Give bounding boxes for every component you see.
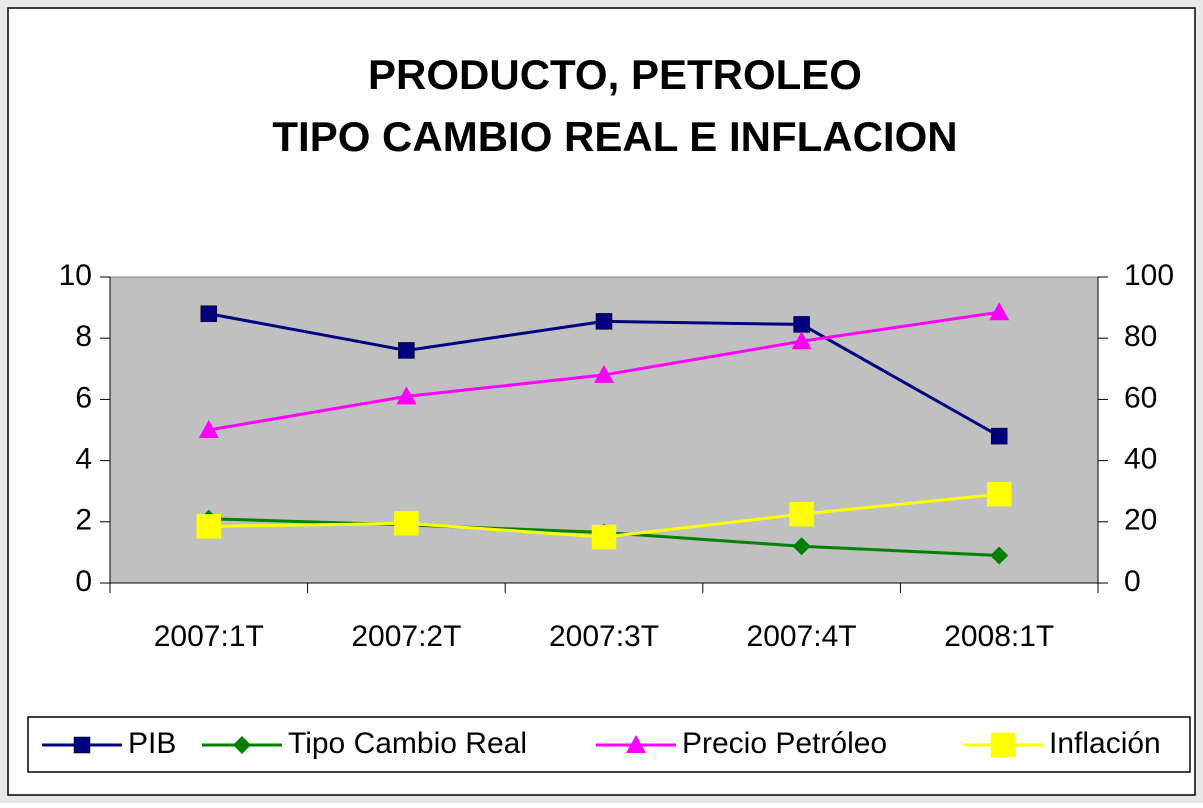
legend-marker: [626, 735, 646, 753]
x-tick-label: 2007:3T: [549, 620, 659, 653]
point-marker: [594, 364, 614, 383]
y-tick-label: 0: [75, 565, 92, 598]
y-tick-label: 10: [59, 259, 92, 292]
point-marker: [396, 386, 417, 405]
point-marker: [789, 501, 814, 527]
legend-label: Inflación: [1049, 727, 1161, 760]
point-marker: [793, 316, 810, 333]
y-tick-label: 4: [75, 443, 92, 476]
x-tick-label: 2007:2T: [351, 620, 461, 653]
y-tick-label: 6: [75, 381, 92, 414]
y2-tick-label: 100: [1124, 259, 1174, 292]
y-tick-label: 2: [75, 504, 92, 537]
legend-label: PIB: [128, 727, 176, 760]
chart-title: TIPO CAMBIO REAL E INFLACION: [272, 113, 957, 160]
legend-label: Precio Petróleo: [682, 727, 887, 760]
x-tick-label: 2007:4T: [747, 620, 857, 653]
point-marker: [591, 524, 617, 550]
point-marker: [986, 482, 1012, 507]
point-marker: [198, 420, 219, 438]
chart-title: PRODUCTO, PETROLEO: [368, 51, 862, 98]
y2-tick-label: 80: [1124, 320, 1157, 353]
y-tick-label: 8: [75, 320, 92, 353]
y2-tick-label: 60: [1124, 381, 1157, 414]
y2-tick-label: 40: [1124, 443, 1157, 476]
point-marker: [398, 342, 415, 359]
point-marker: [989, 302, 1010, 321]
point-marker: [196, 514, 222, 539]
legend-marker: [73, 736, 91, 754]
point-marker: [792, 537, 811, 556]
legend-marker: [990, 732, 1016, 758]
point-marker: [394, 511, 419, 536]
y2-tick-label: 20: [1124, 504, 1157, 537]
point-marker: [791, 331, 812, 350]
point-marker: [990, 546, 1009, 565]
point-marker: [595, 313, 613, 330]
x-tick-label: 2008:1T: [944, 620, 1054, 653]
legend-label: Tipo Cambio Real: [288, 727, 527, 760]
y2-tick-label: 0: [1124, 565, 1141, 598]
x-tick-label: 2007:1T: [154, 620, 264, 653]
point-marker: [200, 305, 218, 322]
legend-marker: [233, 736, 251, 754]
point-marker: [990, 427, 1008, 445]
